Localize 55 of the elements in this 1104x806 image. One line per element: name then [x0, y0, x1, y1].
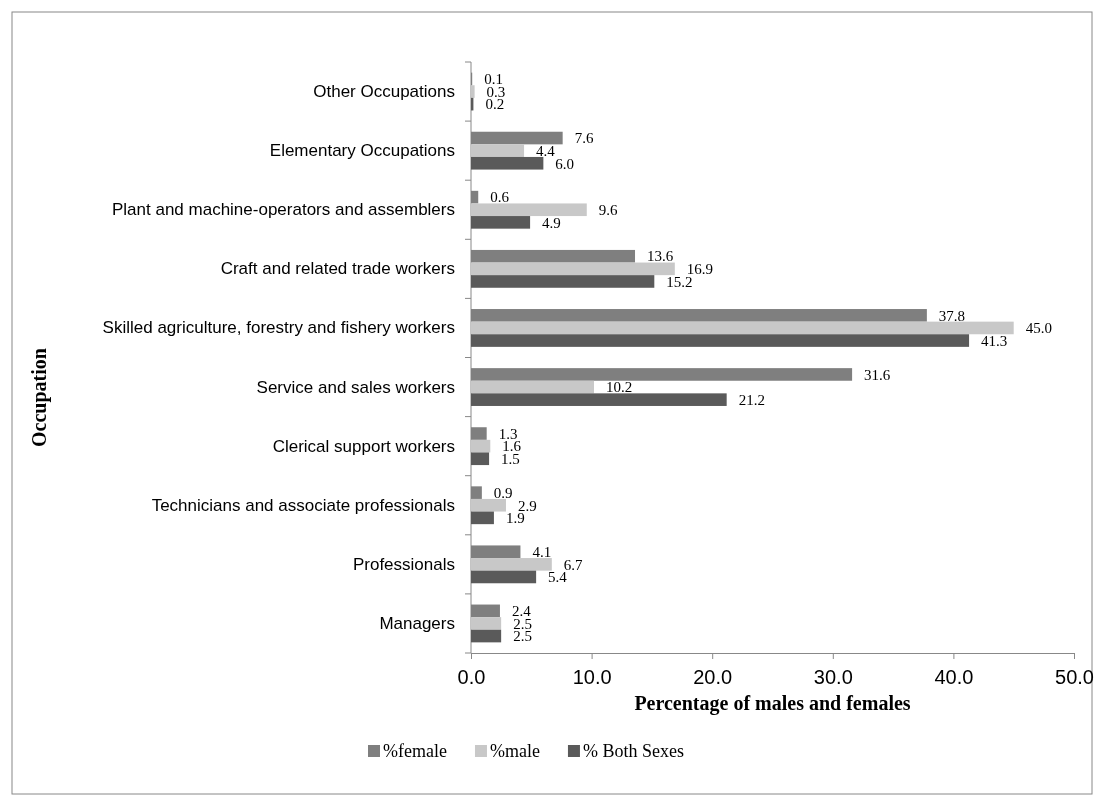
bar: [471, 558, 552, 571]
bar: [471, 156, 544, 170]
bar: [471, 570, 537, 584]
bar: [471, 380, 595, 394]
data-label: 41.3: [981, 332, 1008, 349]
bar: [471, 216, 531, 229]
bar: [471, 393, 727, 406]
y-axis-title: Occupation: [28, 348, 51, 447]
data-label: 45.0: [1025, 320, 1052, 337]
data-label: 6.0: [555, 155, 575, 172]
data-label: 4.4: [536, 142, 556, 159]
bar: [471, 511, 494, 525]
data-label: 37.8: [938, 307, 966, 324]
x-tick-label: 10.0: [572, 666, 612, 688]
data-label: 13.6: [647, 248, 674, 265]
x-tick-label: 0.0: [457, 666, 486, 688]
bar: [471, 262, 675, 276]
x-axis-title: Percentage of males and females: [634, 692, 911, 715]
bar: [471, 617, 502, 630]
y-tick-label: Clerical support workers: [272, 436, 455, 456]
data-label: 10.2: [606, 379, 633, 396]
y-tick-label: Managers: [379, 613, 455, 633]
y-tick-label: Service and sales workers: [256, 377, 455, 397]
legend-label: % Both Sexes: [582, 741, 684, 761]
data-label: 31.6: [864, 366, 891, 383]
x-tick-label: 30.0: [813, 666, 853, 688]
data-label: 4.1: [532, 543, 552, 560]
y-tick-label: Skilled agriculture, forestry and fishery workers: [102, 318, 455, 338]
data-label: 0.6: [490, 189, 510, 206]
legend-label: %male: [489, 741, 540, 761]
bar: [471, 203, 587, 217]
data-label: 4.9: [542, 214, 561, 231]
y-tick-label: Other Occupations: [313, 81, 455, 101]
bar: [471, 275, 655, 288]
bar: [471, 498, 506, 512]
bar: [471, 439, 491, 453]
data-label: 0.9: [493, 484, 513, 501]
bar: [471, 85, 475, 98]
y-tick-label: Craft and related trade workers: [220, 259, 455, 279]
data-label: 9.6: [598, 202, 619, 218]
x-tick-label: 40.0: [934, 666, 974, 688]
data-label: 7.6: [574, 130, 594, 147]
y-tick-label: Technicians and associate professionals: [151, 495, 455, 515]
bar: [471, 321, 1014, 335]
x-tick-label: 50.0: [1055, 666, 1094, 688]
y-tick-label: Plant and machine-operators and assemblers: [111, 200, 455, 220]
y-tick-label: Elementary Occupations: [269, 141, 455, 161]
bar: [471, 629, 502, 643]
legend-label: %female: [383, 741, 447, 761]
bar: [471, 452, 490, 466]
bar: [471, 334, 970, 347]
data-label: 21.2: [738, 391, 765, 408]
y-tick-label: Professionals: [352, 554, 455, 574]
bar: [471, 144, 525, 157]
x-tick-label: 20.0: [693, 666, 733, 688]
